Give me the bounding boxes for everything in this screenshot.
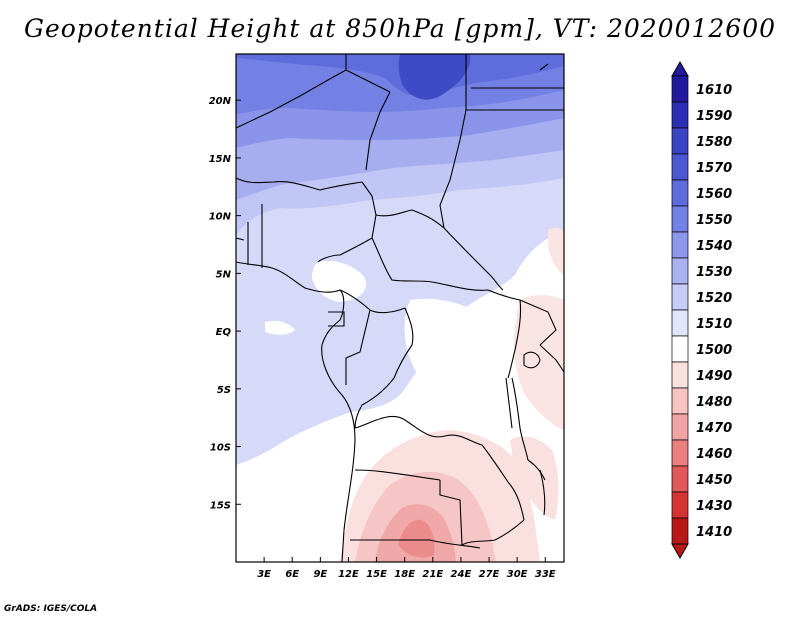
y-tick-label: 10N xyxy=(209,212,232,223)
colorbar-swatch xyxy=(671,127,689,155)
colorbar-swatch xyxy=(671,283,689,311)
colorbar-swatch xyxy=(671,257,689,285)
colorbar-swatch xyxy=(671,335,689,363)
colorbar: 1610 1590 1580 1570 1560 1550 1540 1530 1520 1510… xyxy=(671,60,732,560)
contour-1585 xyxy=(398,54,471,100)
colorbar-label: 1610 xyxy=(696,83,732,98)
x-tick-label: 12E xyxy=(338,569,359,580)
colorbar-swatch xyxy=(671,517,689,545)
colorbar-label: 1530 xyxy=(696,265,732,280)
y-tick-label: 5N xyxy=(216,269,232,280)
colorbar-swatch xyxy=(671,465,689,493)
colorbar-label: 1550 xyxy=(696,213,732,228)
x-tick-label: 27E xyxy=(479,569,500,580)
colorbar-swatch xyxy=(671,205,689,233)
y-tick-label: EQ xyxy=(216,327,232,338)
colorbar-swatch xyxy=(671,413,689,441)
colorbar-label: 1540 xyxy=(696,239,732,254)
x-tick-label: 18E xyxy=(394,569,415,580)
y-tick-label: 20N xyxy=(209,96,232,107)
y-tick-label: 15N xyxy=(209,154,232,165)
y-axis: 20N 15N 10N 5N EQ 5S 10S 15S xyxy=(209,96,241,511)
y-tick-label: 15S xyxy=(210,500,231,511)
colorbar-label: 1490 xyxy=(696,369,732,384)
boundaries xyxy=(236,54,564,562)
colorbar-label: 1470 xyxy=(696,421,732,436)
x-tick-label: 30E xyxy=(507,569,528,580)
colorbar-label: 1570 xyxy=(696,161,732,176)
colorbar-swatch xyxy=(671,179,689,207)
colorbar-label: 1590 xyxy=(696,109,732,124)
contour-1505-ne xyxy=(548,227,564,275)
colorbar-label: 1510 xyxy=(696,317,732,332)
contour-1470 xyxy=(398,519,435,558)
map-frame xyxy=(235,53,565,563)
colorbar-label: 1580 xyxy=(696,135,732,150)
x-tick-label: 6E xyxy=(285,569,299,580)
colorbar-swatch xyxy=(671,309,689,337)
colorbar-swatch xyxy=(671,387,689,415)
contour-1500-se xyxy=(510,436,559,520)
lake-victoria xyxy=(523,351,541,369)
colorbar-label: 1560 xyxy=(696,187,732,202)
colorbar-swatch xyxy=(671,231,689,259)
colorbar-swatch xyxy=(671,361,689,389)
colorbar-label: 1480 xyxy=(696,395,732,410)
x-tick-label: 15E xyxy=(366,569,387,580)
x-tick-label: 33E xyxy=(535,569,556,580)
x-tick-label: 21E xyxy=(422,569,443,580)
colorbar-label: 1460 xyxy=(696,447,732,462)
x-tick-label: 24E xyxy=(451,569,472,580)
y-tick-label: 5S xyxy=(217,385,231,396)
contour-1515-gulf xyxy=(265,320,295,335)
colorbar-label: 1500 xyxy=(696,343,732,358)
y-tick-label: 10S xyxy=(210,443,231,454)
colorbar-bottom-arrow xyxy=(671,543,689,560)
colorbar-label: 1450 xyxy=(696,473,732,488)
colorbar-swatch xyxy=(671,439,689,467)
coastline-west xyxy=(236,261,356,562)
colorbar-top-arrow xyxy=(671,60,689,77)
colorbar-swatch xyxy=(671,491,689,519)
chart-title: Geopotential Height at 850hPa [gpm], VT:… xyxy=(23,14,777,43)
colorbar-label: 1410 xyxy=(696,525,732,540)
x-axis: 3E 6E 9E 12E 15E 18E 21E 24E 27E 30E 33E xyxy=(257,557,556,580)
colorbar-swatch xyxy=(671,101,689,129)
credit-label: GrADS: IGES/COLA xyxy=(4,604,98,614)
colorbar-label: 1430 xyxy=(696,499,732,514)
lake-tanganyika xyxy=(511,377,529,461)
colorbar-swatch xyxy=(671,153,689,181)
colorbar-swatch xyxy=(671,75,689,103)
height-field xyxy=(236,54,564,562)
x-tick-label: 3E xyxy=(257,569,271,580)
x-tick-label: 9E xyxy=(313,569,327,580)
colorbar-label: 1520 xyxy=(696,291,732,306)
contour-1515-central xyxy=(404,298,494,385)
